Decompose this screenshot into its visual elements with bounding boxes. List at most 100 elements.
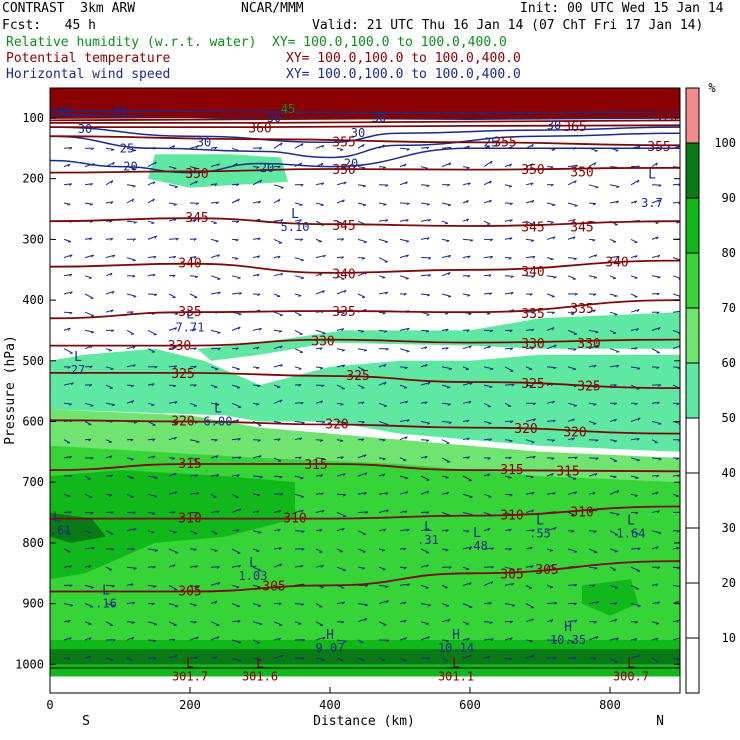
wind-vector-head (151, 531, 155, 534)
wind-vector (609, 348, 620, 353)
wind-vector (294, 329, 303, 335)
wind-vector-head (531, 492, 535, 495)
rh-region-11 (50, 88, 680, 118)
wind-vector (168, 603, 179, 607)
lh-marker-letter: L (291, 207, 299, 222)
wind-vector (378, 473, 386, 477)
wind-vector-head (573, 551, 577, 553)
wind-vector (105, 147, 115, 150)
wind-vector-head (426, 294, 430, 297)
wind-vector (168, 238, 179, 240)
wind-vector-head (385, 585, 389, 588)
wind-vector-head (361, 257, 366, 260)
wind-vector-head (237, 326, 241, 330)
wind-vector-head (257, 494, 261, 497)
wind-vector-head (637, 547, 641, 551)
wind-vector-head (593, 309, 596, 313)
rh-region-9 (50, 512, 106, 543)
theta-label: 320 (325, 418, 348, 433)
wind-vector (273, 399, 283, 404)
wind-vector-head (216, 510, 220, 514)
wind-vector (546, 492, 556, 495)
theta-label: 345 (570, 220, 593, 235)
wind-vector (189, 293, 198, 298)
wind-vector-head (130, 311, 134, 314)
wind-vector-head (321, 659, 325, 662)
wind-vector (651, 162, 658, 168)
wind-vector (294, 437, 303, 441)
wind-vector-head (300, 496, 304, 498)
wind-vector-head (424, 346, 428, 350)
wind-vector-head (385, 348, 389, 351)
wind-vector (525, 654, 534, 659)
wind-vector (399, 238, 409, 242)
wind-vector (441, 639, 450, 642)
wind-vector-head (153, 640, 157, 643)
wind-vector-head (531, 347, 535, 350)
wind-vector-head (614, 602, 618, 606)
wind-vector-head (405, 278, 409, 280)
wind-vector (420, 329, 429, 332)
wind-vector-head (675, 495, 679, 498)
wind-vector (567, 418, 575, 422)
wind-vector-head (655, 162, 658, 166)
wind-vector-head (109, 272, 113, 276)
wind-vector-head (465, 568, 470, 571)
wind-vector (273, 528, 281, 532)
wind-vector (378, 329, 388, 332)
wind-vector (210, 238, 219, 242)
wind-vector (273, 184, 284, 189)
wind-vector-head (616, 364, 620, 368)
wind-vector (315, 202, 324, 206)
wind-vector (252, 166, 260, 168)
wind-vector-head (257, 237, 261, 241)
wind-vector (294, 583, 305, 586)
lh-marker-value: 3.7 (641, 196, 663, 210)
wind-vector (567, 548, 578, 553)
wind-vector (525, 347, 534, 350)
wind-vector-head (572, 219, 576, 222)
wind-vector (441, 384, 451, 388)
wind-vector-head (405, 491, 409, 495)
wind-vector-head (594, 150, 598, 152)
wind-vector-head (509, 237, 513, 241)
wind-vector (231, 384, 241, 388)
wind-vector-head (111, 149, 115, 152)
wind-vector (273, 654, 284, 659)
wind-vector (399, 436, 408, 441)
wind-vector-head (509, 658, 513, 661)
wind-vector-head (280, 493, 284, 496)
wind-vector (126, 583, 134, 586)
wind-vector-head (593, 403, 597, 406)
wind-vector-head (300, 564, 304, 568)
wind-vector (483, 384, 493, 388)
wind-vector (483, 527, 491, 532)
wind-vector-head (318, 241, 322, 243)
wind-vector (630, 493, 638, 497)
valid-time: Valid: 21 UTC Thu 16 Jan 14 (07 ChT Fri … (312, 18, 704, 33)
wind-vector (420, 490, 430, 495)
wind-vector-head (362, 185, 366, 188)
wind-vector (525, 238, 535, 241)
wind-vector (168, 491, 178, 495)
wind-vector (210, 636, 220, 641)
wind-vector-head (196, 492, 200, 496)
wind-vector-head (509, 329, 513, 333)
wind-vector (567, 584, 578, 586)
wind-vector-head (343, 289, 347, 293)
wind-vector (399, 254, 409, 259)
wind-vector-head (257, 385, 261, 388)
wind-vector-head (658, 384, 662, 387)
wind-vector (252, 273, 260, 277)
wind-vector (420, 237, 430, 240)
lh-marker-value: .16 (95, 596, 117, 610)
wind-vector (189, 603, 197, 606)
wind-vector (84, 493, 93, 498)
wind-vector-head (112, 162, 115, 166)
wind-vector-head (341, 587, 345, 589)
wind-vector-head (172, 511, 176, 514)
wind-vector (378, 621, 387, 626)
wind-vector (378, 402, 388, 407)
x-tick-label: 800 (599, 698, 621, 712)
wind-vector (609, 184, 620, 188)
